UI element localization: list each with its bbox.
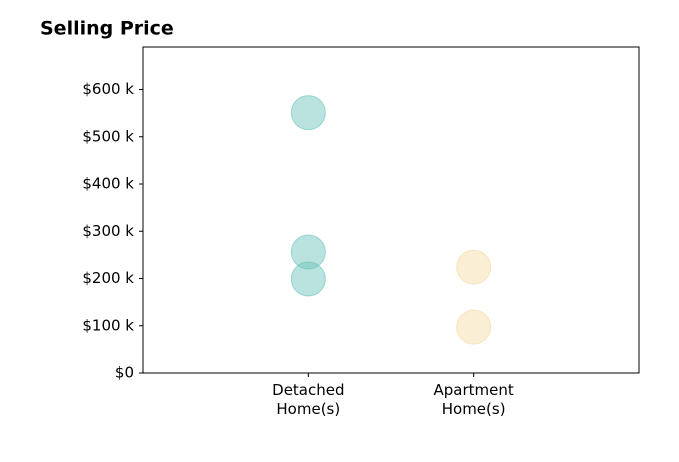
point bbox=[290, 234, 326, 270]
y-tick-label: $500 k bbox=[82, 127, 134, 145]
y-tick-label: $200 k bbox=[82, 269, 134, 287]
x-tick-label: Apartment Home(s) bbox=[433, 381, 514, 418]
y-tick-label: $0 bbox=[115, 364, 134, 382]
x-tick-label: Detached Home(s) bbox=[272, 381, 345, 418]
plot-frame bbox=[142, 46, 640, 374]
y-tick-label: $100 k bbox=[82, 316, 134, 334]
point bbox=[456, 309, 492, 345]
y-tick-label: $400 k bbox=[82, 175, 134, 193]
chart-title: Selling Price bbox=[40, 18, 174, 40]
point bbox=[456, 249, 492, 285]
point bbox=[290, 261, 326, 297]
y-tick-label: $300 k bbox=[82, 222, 134, 240]
point bbox=[290, 95, 326, 131]
y-tick-label: $600 k bbox=[82, 80, 134, 98]
